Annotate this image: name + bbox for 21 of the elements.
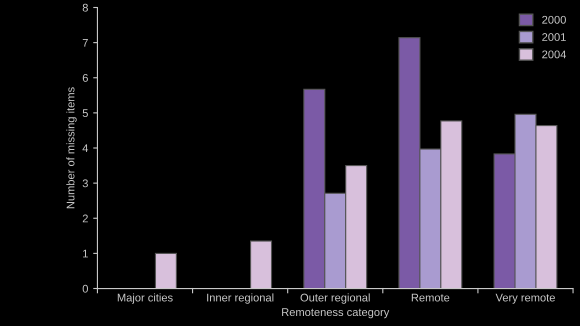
y-tick-label: 1 bbox=[83, 250, 88, 258]
x-axis-title: Remoteness category bbox=[282, 308, 390, 318]
y-tick-label: 5 bbox=[82, 109, 88, 118]
y-tick-label: 2 bbox=[82, 214, 88, 222]
y-axis-title: Number of missing items bbox=[66, 87, 77, 208]
legend-label: 2001 bbox=[542, 33, 566, 42]
x-tick-label: Outer regional bbox=[300, 293, 370, 304]
y-tick-label: 0 bbox=[82, 284, 88, 293]
bar bbox=[154, 252, 177, 289]
x-tick-label: Inner regional bbox=[207, 293, 274, 304]
y-tick-label: 7 bbox=[82, 39, 88, 47]
x-tick-label: Major cities bbox=[118, 293, 173, 304]
x-tick-label: Very remote bbox=[496, 294, 555, 304]
y-tick-label: 3 bbox=[82, 179, 88, 188]
y-tick-label: 8 bbox=[82, 4, 88, 12]
y-tick-label: 6 bbox=[82, 74, 88, 82]
x-tick-label: Remote bbox=[412, 294, 450, 302]
y-tick-label: 4 bbox=[82, 144, 88, 152]
legend-label: 2004 bbox=[542, 50, 566, 58]
legend-label: 2000 bbox=[542, 16, 566, 24]
bar bbox=[250, 240, 272, 289]
